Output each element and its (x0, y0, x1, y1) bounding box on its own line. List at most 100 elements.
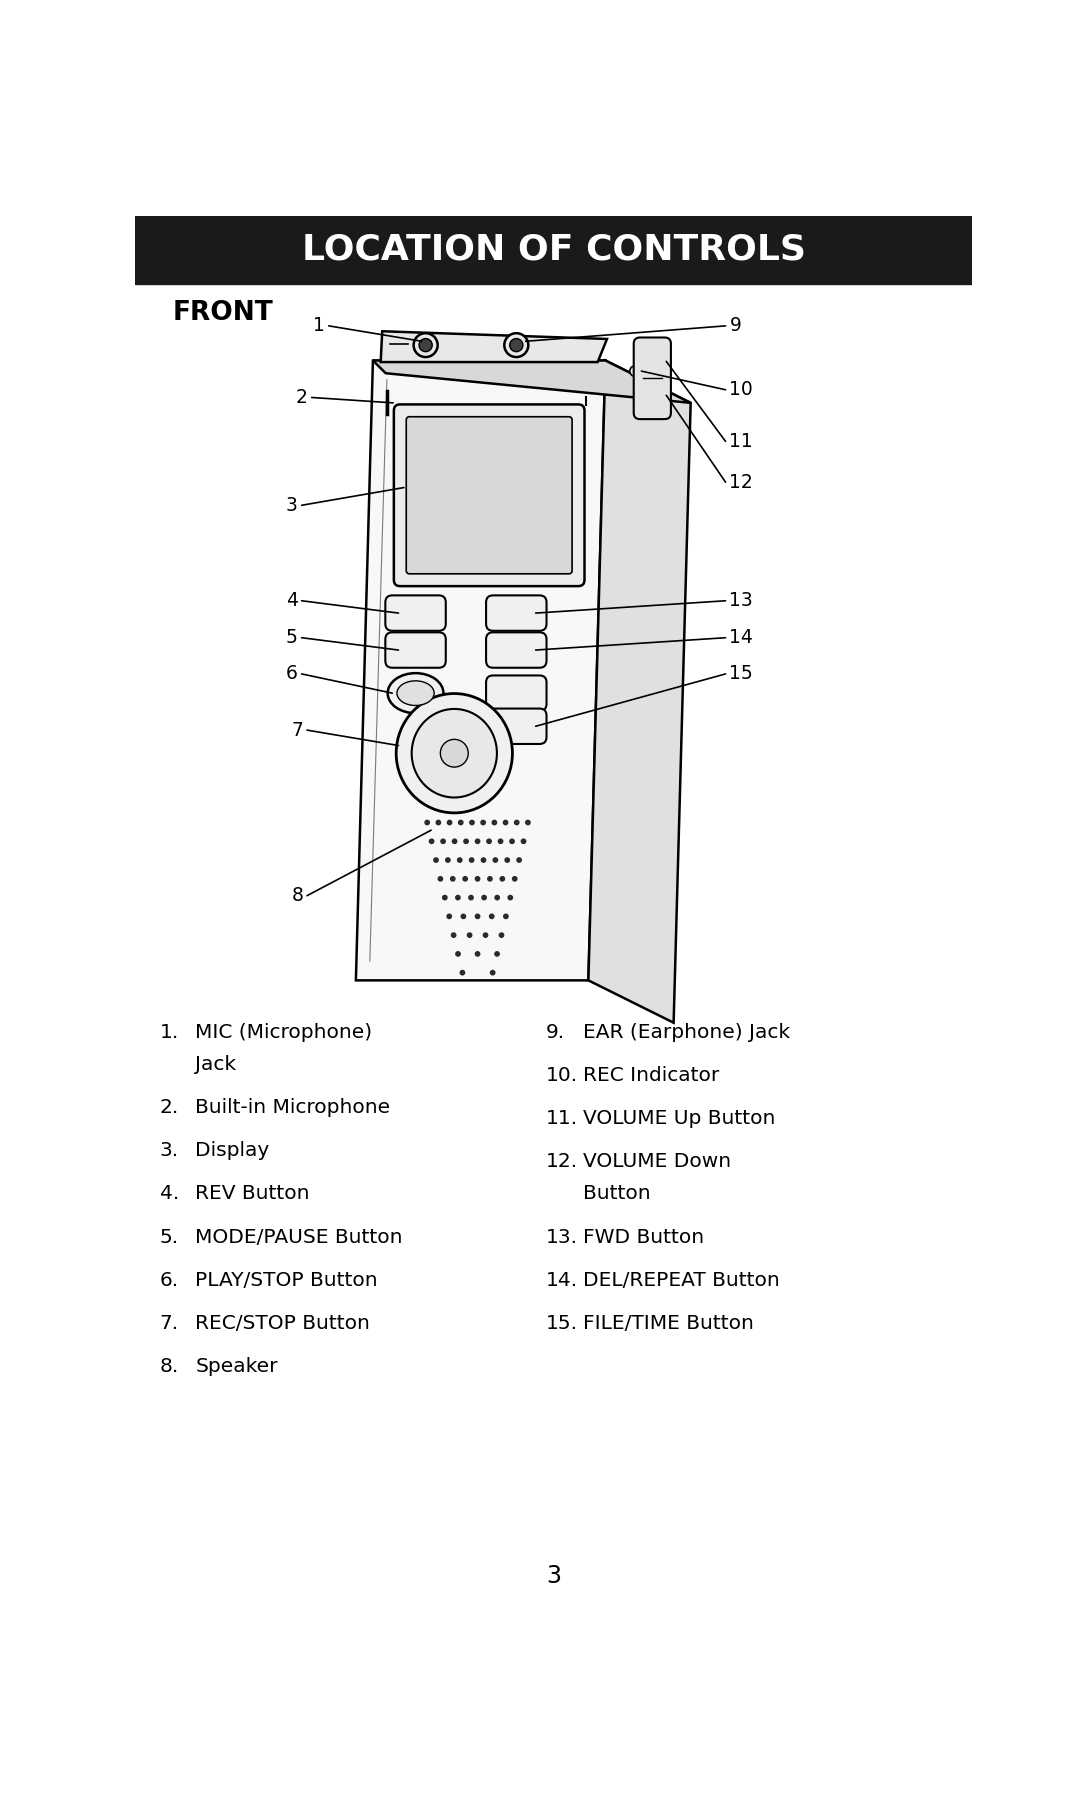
Text: 2.: 2. (160, 1099, 179, 1117)
Ellipse shape (388, 672, 444, 714)
Text: PLAY/STOP Button: PLAY/STOP Button (195, 1271, 378, 1289)
Text: 7: 7 (292, 721, 303, 739)
Circle shape (470, 820, 474, 825)
FancyBboxPatch shape (486, 633, 546, 667)
Text: VOLUME Down: VOLUME Down (583, 1153, 731, 1170)
Circle shape (513, 877, 517, 881)
Circle shape (489, 913, 494, 919)
Circle shape (441, 840, 445, 843)
Circle shape (494, 858, 498, 863)
Circle shape (503, 820, 508, 825)
Circle shape (490, 971, 495, 975)
Circle shape (464, 840, 469, 843)
Text: DEL/REPEAT Button: DEL/REPEAT Button (583, 1271, 780, 1289)
Ellipse shape (397, 681, 434, 705)
Circle shape (461, 913, 465, 919)
Circle shape (438, 877, 443, 881)
Ellipse shape (396, 694, 512, 813)
Text: FILE/TIME Button: FILE/TIME Button (583, 1314, 754, 1332)
Text: 5: 5 (286, 628, 298, 647)
Text: 14: 14 (729, 628, 754, 647)
Circle shape (495, 951, 499, 957)
Circle shape (499, 933, 503, 937)
Text: Jack: Jack (195, 1055, 237, 1073)
Circle shape (482, 858, 486, 863)
Circle shape (447, 820, 451, 825)
Text: 12.: 12. (545, 1153, 578, 1170)
Text: 13: 13 (729, 592, 753, 610)
Circle shape (460, 971, 464, 975)
Text: EAR (Earphone) Jack: EAR (Earphone) Jack (583, 1023, 791, 1041)
Text: 1.: 1. (160, 1023, 179, 1041)
Circle shape (498, 840, 502, 843)
Circle shape (470, 858, 474, 863)
Circle shape (443, 895, 447, 899)
Circle shape (430, 840, 434, 843)
Text: 3: 3 (286, 496, 298, 514)
Circle shape (504, 333, 528, 358)
Circle shape (451, 933, 456, 937)
Ellipse shape (411, 708, 497, 798)
Text: 10: 10 (729, 381, 753, 399)
Circle shape (419, 338, 432, 352)
Circle shape (458, 858, 462, 863)
Circle shape (475, 913, 480, 919)
Circle shape (481, 820, 485, 825)
Text: 7.: 7. (160, 1314, 179, 1332)
FancyBboxPatch shape (486, 708, 546, 744)
Circle shape (475, 951, 480, 957)
Circle shape (484, 933, 488, 937)
Text: VOLUME Up Button: VOLUME Up Button (583, 1109, 775, 1127)
Circle shape (517, 858, 522, 863)
Text: 10.: 10. (545, 1066, 578, 1084)
Circle shape (475, 877, 480, 881)
Text: 12: 12 (729, 473, 753, 491)
Text: 3: 3 (546, 1564, 561, 1588)
Circle shape (475, 840, 480, 843)
Circle shape (526, 820, 530, 825)
FancyBboxPatch shape (486, 676, 546, 710)
Circle shape (436, 820, 441, 825)
Circle shape (446, 858, 450, 863)
Text: 2: 2 (296, 388, 308, 406)
Polygon shape (380, 331, 607, 361)
FancyBboxPatch shape (386, 595, 446, 631)
Text: 4.: 4. (160, 1185, 179, 1203)
Text: 9: 9 (729, 316, 741, 336)
Text: 5.: 5. (160, 1228, 179, 1246)
Circle shape (456, 951, 460, 957)
Text: FRONT: FRONT (172, 300, 273, 325)
FancyBboxPatch shape (394, 405, 584, 586)
Text: Built-in Microphone: Built-in Microphone (195, 1099, 391, 1117)
Circle shape (468, 933, 472, 937)
Text: REC/STOP Button: REC/STOP Button (195, 1314, 370, 1332)
Circle shape (508, 895, 513, 899)
Text: Display: Display (195, 1142, 270, 1160)
FancyBboxPatch shape (634, 338, 671, 419)
Text: 1: 1 (313, 316, 325, 336)
Text: MIC (Microphone): MIC (Microphone) (195, 1023, 373, 1041)
Circle shape (450, 877, 455, 881)
Circle shape (630, 365, 640, 376)
Text: 14.: 14. (545, 1271, 578, 1289)
Text: 15.: 15. (545, 1314, 578, 1332)
FancyBboxPatch shape (406, 417, 572, 574)
Polygon shape (356, 361, 606, 980)
Text: Button: Button (583, 1185, 650, 1203)
Text: Speaker: Speaker (195, 1357, 278, 1375)
Circle shape (453, 840, 457, 843)
Text: 6: 6 (286, 665, 298, 683)
Circle shape (469, 895, 473, 899)
Text: 11.: 11. (545, 1109, 578, 1127)
Circle shape (488, 877, 492, 881)
Text: 8: 8 (292, 886, 303, 904)
Text: 11: 11 (729, 432, 753, 451)
Text: 15: 15 (729, 665, 753, 683)
Circle shape (514, 820, 518, 825)
Circle shape (495, 895, 499, 899)
Text: REC Indicator: REC Indicator (583, 1066, 719, 1084)
Circle shape (441, 739, 469, 768)
Circle shape (434, 858, 438, 863)
Text: FWD Button: FWD Button (583, 1228, 704, 1246)
Text: 4: 4 (286, 592, 298, 610)
